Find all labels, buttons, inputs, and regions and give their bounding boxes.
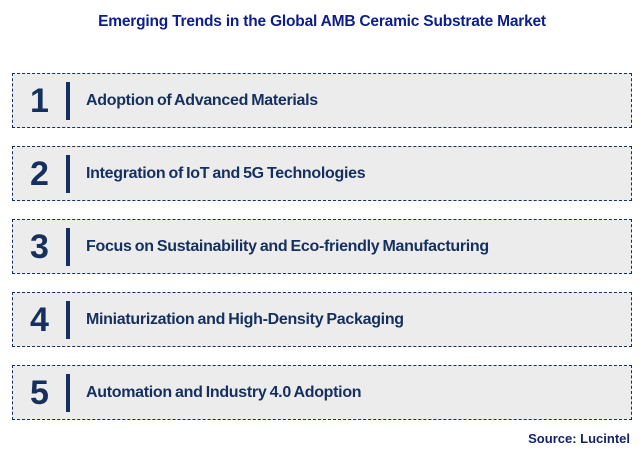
- divider-bar: [66, 154, 70, 193]
- divider-bar: [66, 300, 70, 339]
- trend-number: 1: [30, 81, 49, 120]
- trend-label: Focus on Sustainability and Eco-friendly…: [86, 237, 489, 255]
- trend-number: 3: [30, 227, 49, 266]
- trend-number: 5: [30, 373, 49, 412]
- trend-label: Integration of IoT and 5G Technologies: [86, 164, 366, 182]
- trend-row-2: 2 Integration of IoT and 5G Technologies: [12, 146, 632, 201]
- divider-bar: [66, 81, 70, 120]
- trend-number: 4: [30, 300, 49, 339]
- trend-label: Automation and Industry 4.0 Adoption: [86, 383, 362, 401]
- trend-number: 2: [30, 154, 49, 193]
- divider-bar: [66, 373, 70, 412]
- trend-list: 1 Adoption of Advanced Materials 2 Integ…: [12, 73, 632, 420]
- trend-row-3: 3 Focus on Sustainability and Eco-friend…: [12, 219, 632, 274]
- trend-label: Adoption of Advanced Materials: [86, 91, 318, 109]
- source-attribution: Source: Lucintel: [528, 431, 630, 446]
- divider-bar: [66, 227, 70, 266]
- trend-row-4: 4 Miniaturization and High-Density Packa…: [12, 292, 632, 347]
- trend-label: Miniaturization and High-Density Packagi…: [86, 310, 404, 328]
- trend-row-5: 5 Automation and Industry 4.0 Adoption: [12, 365, 632, 420]
- trend-row-1: 1 Adoption of Advanced Materials: [12, 73, 632, 128]
- page-title: Emerging Trends in the Global AMB Cerami…: [98, 13, 546, 30]
